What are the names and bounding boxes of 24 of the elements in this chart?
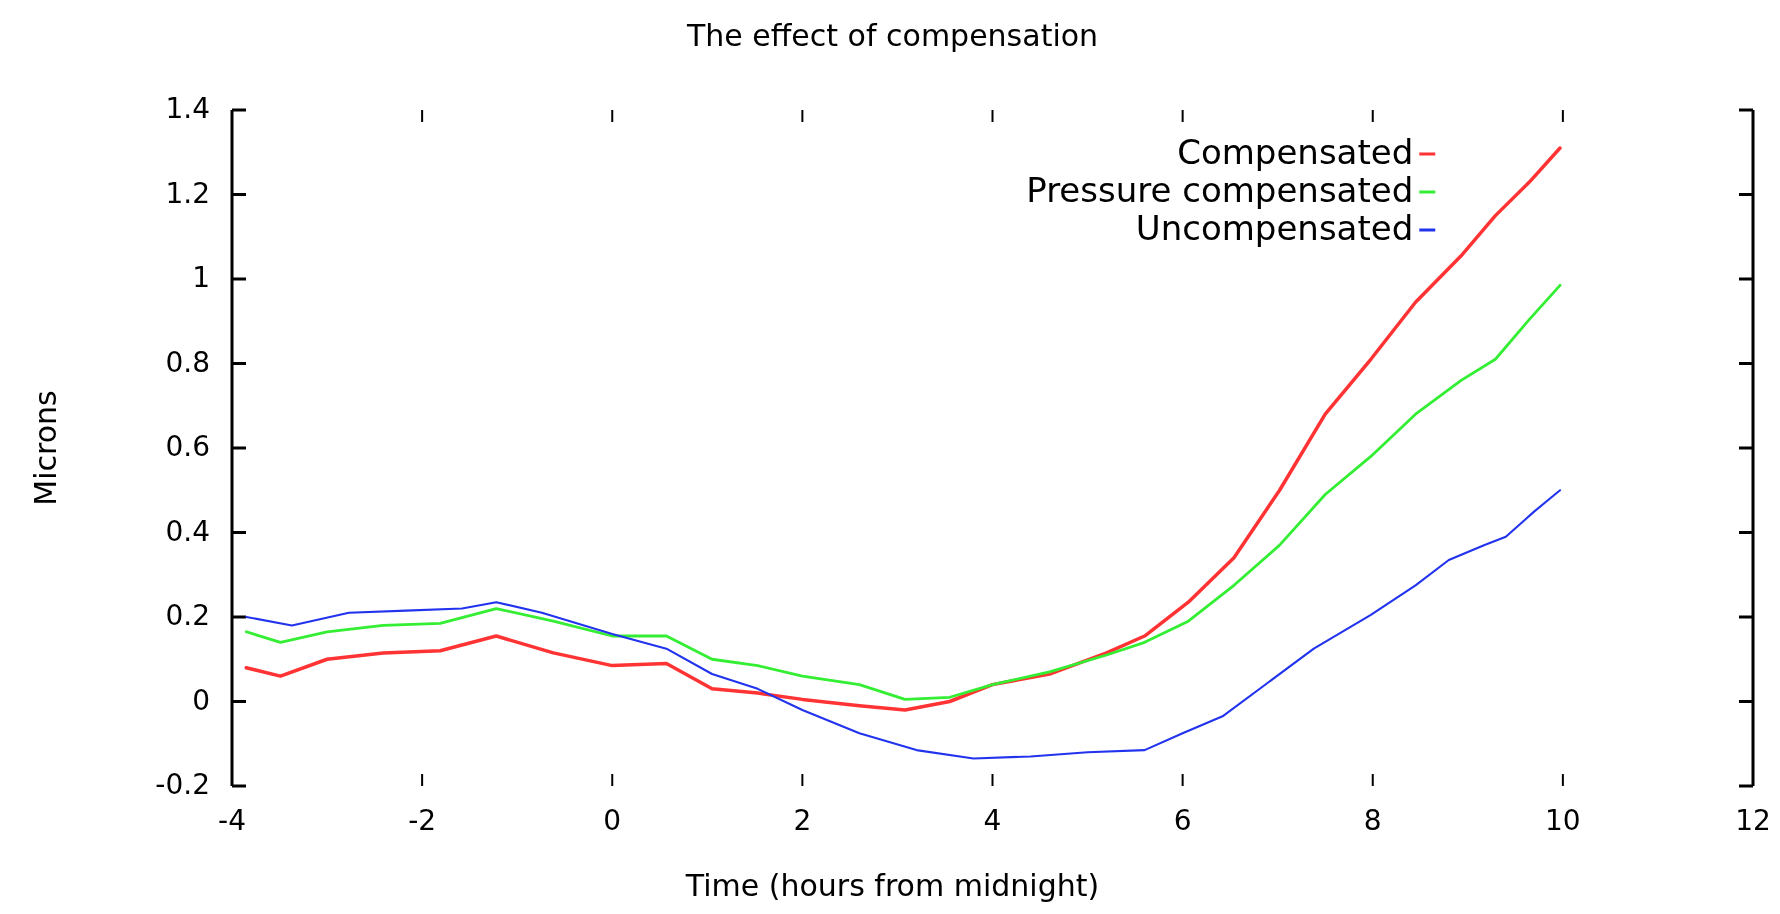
line-series [244, 283, 1562, 701]
y-tick-label: 0.2 [165, 599, 210, 632]
y-tick-label: -0.2 [155, 768, 210, 801]
x-tick-label: 6 [1173, 804, 1192, 837]
x-tick-label: -2 [408, 804, 437, 837]
y-tick-label: 1 [192, 261, 210, 294]
x-axis-title: Time (hours from midnight) [684, 868, 1100, 903]
line-series [245, 489, 1562, 760]
chart-title: The effect of compensation [685, 18, 1099, 53]
y-tick-label: 1.4 [165, 92, 210, 125]
x-tick-label: 0 [603, 804, 622, 837]
x-tick-label: -4 [218, 804, 246, 837]
x-tick-label: 10 [1545, 804, 1581, 837]
y-tick-label: 0.6 [165, 430, 210, 463]
y-tick-label: 1.2 [165, 176, 210, 210]
x-tick-label: 2 [793, 804, 812, 837]
y-tick-label: 0.4 [165, 514, 210, 548]
x-tick-label: 4 [983, 804, 1002, 837]
y-tick-label: 0 [192, 683, 210, 717]
y-axis-title: Microns [28, 390, 63, 506]
x-tick-label: 8 [1363, 804, 1382, 837]
x-tick-label: 12 [1735, 804, 1771, 837]
y-tick-label: 0.8 [165, 345, 210, 379]
legend-label: Compensated [1177, 131, 1414, 172]
